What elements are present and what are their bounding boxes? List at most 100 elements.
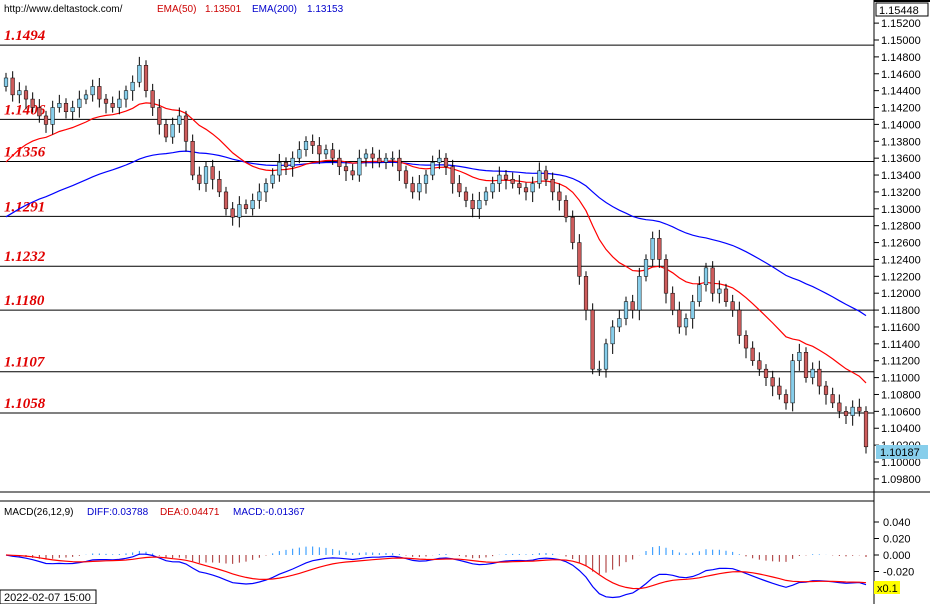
candle-bear: [517, 183, 522, 188]
candle-bull: [123, 90, 129, 100]
candle-bear: [550, 179, 555, 193]
ema200-layer: [5, 150, 867, 317]
candle-bear: [370, 153, 375, 159]
candle-bull: [643, 259, 649, 277]
timestamp-text: 2022-02-07 15:00: [4, 592, 91, 604]
candle-bull: [357, 157, 362, 176]
ema200-label: EMA(200): [252, 4, 297, 15]
price-tick-label: 1.10600: [881, 406, 921, 418]
candle-bear: [330, 149, 335, 159]
candle-bear: [503, 174, 509, 180]
candle-bear: [570, 216, 575, 243]
candle-bull: [417, 183, 422, 193]
price-tick-label: 1.11600: [881, 322, 920, 334]
candle-bear: [543, 170, 549, 180]
candle-bear: [557, 191, 562, 201]
level-label: 1.1232: [4, 249, 46, 265]
candle-bull: [297, 149, 302, 159]
price-tick-label: 1.10800: [881, 389, 921, 401]
candle-bear: [343, 166, 349, 172]
candle-bull: [790, 360, 795, 404]
top-price-value: 1.15448: [879, 5, 919, 17]
scale-badge-text: x0.1: [877, 583, 898, 595]
macd-tick-label: 0.040: [883, 517, 911, 529]
candle-bear: [97, 86, 102, 100]
candle-bear: [577, 242, 582, 277]
candle-bull: [137, 65, 142, 83]
level-label: 1.1058: [4, 396, 46, 412]
price-tick-label: 1.14600: [881, 69, 921, 81]
candle-bull: [290, 157, 295, 167]
candle-bull: [70, 107, 75, 112]
candle-bear: [783, 394, 789, 404]
candle-bear: [283, 162, 289, 167]
candle-bear: [463, 191, 469, 201]
candle-bear: [457, 183, 462, 193]
candle-bear: [563, 200, 569, 218]
candle-bull: [323, 149, 329, 155]
price-tick-label: 1.13800: [881, 136, 921, 148]
support-resistance-levels: 1.1494 1.1406 1.1356 1.1291 1.1232 1.1180 1.11…: [0, 28, 874, 414]
candle-bear: [223, 191, 229, 210]
price-tick-label: 1.11400: [881, 339, 920, 351]
candlestick-series: [3, 56, 869, 454]
candle-bull: [850, 406, 855, 416]
candle-bull: [250, 200, 255, 210]
price-tick-label: 1.11800: [881, 305, 920, 317]
macd-label: MACD(26,12,9): [4, 507, 73, 518]
price-tick-label: 1.12600: [881, 238, 921, 250]
candle-bull: [617, 318, 622, 328]
candle-bull: [437, 157, 442, 163]
candle-bear: [737, 309, 742, 336]
candle-bear: [743, 335, 749, 349]
candle-bear: [803, 352, 809, 378]
candle-bear: [110, 103, 115, 108]
candle-bull: [430, 162, 435, 176]
candle-bear: [63, 103, 69, 112]
candle-bear: [837, 402, 842, 412]
candle-bear: [103, 98, 109, 104]
macd-tick-label: 0.000: [883, 550, 911, 562]
price-tick-label: 1.14400: [881, 86, 921, 98]
candle-bull: [610, 326, 615, 345]
candle-bull: [697, 284, 702, 302]
macd-diff: DIFF:0.03788: [87, 507, 149, 518]
price-tick-label: 1.15000: [881, 35, 921, 47]
candle-bull: [603, 343, 609, 370]
candle-bear: [190, 141, 195, 176]
macd-series: [5, 546, 867, 599]
candle-bull: [477, 200, 482, 210]
price-tick-label: 1.12400: [881, 254, 921, 266]
candle-bear: [630, 301, 635, 311]
candle-bull: [383, 157, 389, 163]
ema50-line: [5, 102, 867, 384]
level-label: 1.1356: [4, 145, 46, 161]
macd-dea: DEA:0.04471: [160, 507, 220, 518]
candle-bull: [490, 183, 495, 193]
candle-bear: [10, 77, 15, 96]
scale-badge: [874, 581, 900, 594]
level-label: 1.1406: [4, 102, 46, 118]
ema50-value: 1.13501: [205, 4, 242, 15]
candle-bear: [750, 347, 755, 361]
candle-bear: [657, 238, 662, 260]
candle-bull: [537, 170, 542, 184]
candle-bull: [797, 352, 802, 361]
candle-bull: [483, 191, 489, 201]
candle-bear: [243, 204, 249, 210]
candle-bull: [90, 86, 95, 96]
candle-bear: [183, 115, 189, 142]
price-tick-label: 1.09800: [881, 474, 921, 486]
candle-bear: [830, 394, 835, 404]
level-label: 1.1291: [4, 199, 45, 215]
price-tick-label: 1.12800: [881, 221, 921, 233]
candle-bear: [443, 157, 449, 167]
candle-bull: [303, 141, 309, 150]
price-tick-label: 1.11200: [881, 356, 920, 368]
candle-bear: [157, 107, 162, 125]
candle-bull: [130, 81, 135, 91]
candle-bear: [730, 301, 735, 311]
price-tick-label: 1.10400: [881, 423, 921, 435]
candle-bull: [17, 90, 22, 96]
